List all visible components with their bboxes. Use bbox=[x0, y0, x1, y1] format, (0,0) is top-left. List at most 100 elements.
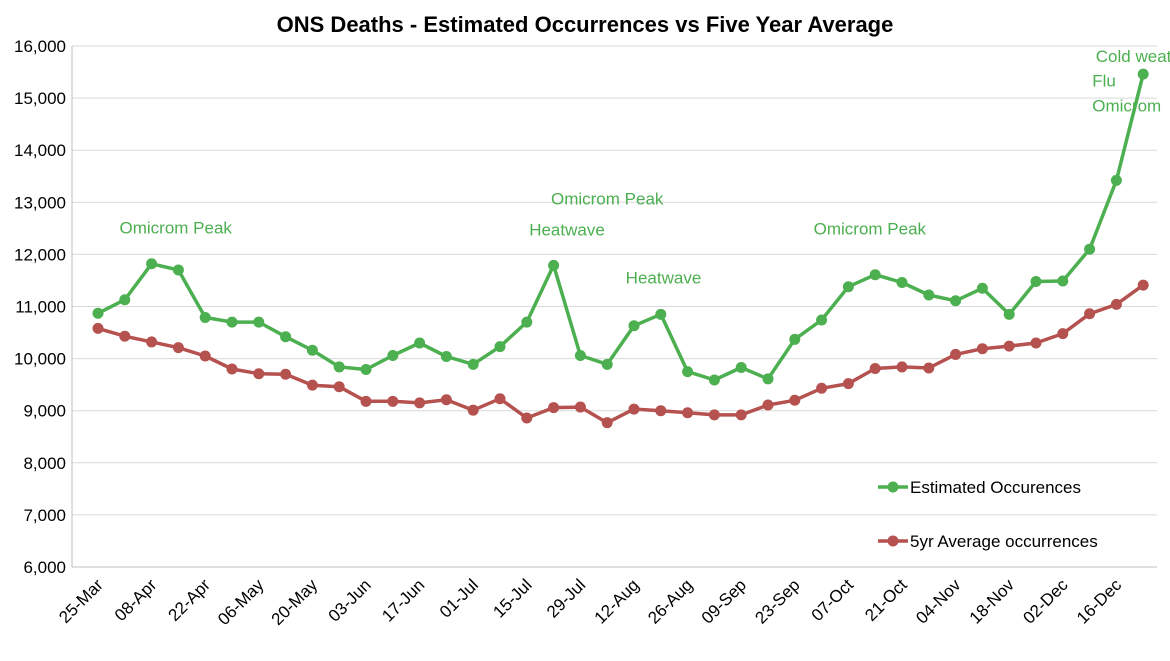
data-point-average bbox=[467, 404, 479, 416]
data-point-average bbox=[976, 343, 988, 355]
annotation-label: Omicrom bbox=[1092, 97, 1161, 116]
data-point-average bbox=[521, 412, 533, 424]
data-point-average bbox=[762, 399, 774, 411]
data-point-estimated bbox=[280, 331, 292, 343]
x-tick-label: 17-Jun bbox=[378, 575, 428, 625]
series-line-average bbox=[97, 283, 1145, 425]
x-tick-label: 15-Jul bbox=[489, 575, 535, 621]
x-tick-label: 07-Oct bbox=[808, 575, 858, 625]
data-point-estimated bbox=[762, 373, 774, 385]
x-tick-label: 29-Jul bbox=[543, 575, 589, 621]
data-point-average bbox=[253, 368, 265, 380]
annotation-label: Flu bbox=[1092, 72, 1116, 91]
annotation-label: Cold weather bbox=[1096, 47, 1170, 66]
data-point-average bbox=[950, 348, 962, 360]
data-point-average bbox=[708, 409, 720, 421]
data-point-estimated bbox=[574, 349, 586, 361]
data-point-estimated bbox=[923, 289, 935, 301]
x-tick-label: 02-Dec bbox=[1019, 575, 1072, 628]
data-point-estimated bbox=[521, 316, 533, 328]
series-line-estimated bbox=[97, 73, 1145, 382]
x-axis-ticks: 25-Mar 08-Apr 22-Apr 06-May 20-May 03-Jun 17-J… bbox=[55, 575, 1125, 629]
data-point-estimated bbox=[253, 316, 265, 328]
data-point-estimated bbox=[842, 281, 854, 293]
data-point-estimated bbox=[655, 308, 667, 320]
y-tick-label: 16,000 bbox=[14, 37, 66, 56]
data-point-estimated bbox=[146, 258, 158, 270]
data-point-average bbox=[494, 393, 506, 405]
y-tick-label: 13,000 bbox=[14, 193, 66, 212]
data-point-average bbox=[306, 379, 318, 391]
legend-entry-average: 5yr Average occurrences bbox=[878, 532, 1098, 551]
legend-entry-estimated: Estimated Occurences bbox=[878, 478, 1081, 497]
data-point-estimated bbox=[601, 358, 613, 370]
x-tick-label: 18-Nov bbox=[966, 575, 1019, 628]
data-point-average bbox=[1057, 328, 1069, 340]
chart-title: ONS Deaths - Estimated Occurrences vs Fi… bbox=[277, 12, 894, 37]
x-tick-label: 08-Apr bbox=[111, 575, 161, 625]
data-point-average bbox=[199, 350, 211, 362]
y-tick-label: 8,000 bbox=[23, 454, 66, 473]
x-tick-label: 09-Sep bbox=[698, 575, 750, 627]
data-point-estimated bbox=[306, 344, 318, 356]
data-point-estimated bbox=[92, 307, 104, 319]
legend-label-average: 5yr Average occurrences bbox=[910, 532, 1098, 551]
annotation-label: Omicrom Peak bbox=[551, 189, 664, 208]
x-tick-label: 26-Aug bbox=[644, 575, 696, 627]
data-point-average bbox=[440, 394, 452, 406]
annotation-label: Omicrom Peak bbox=[814, 220, 927, 239]
x-tick-label: 23-Sep bbox=[751, 575, 803, 627]
data-point-average bbox=[735, 409, 747, 421]
annotation-label: Heatwave bbox=[529, 221, 605, 240]
data-point-average bbox=[280, 368, 292, 380]
y-tick-label: 11,000 bbox=[15, 298, 66, 317]
data-point-estimated bbox=[896, 277, 908, 289]
data-point-average bbox=[1084, 308, 1096, 320]
data-point-average bbox=[548, 402, 560, 414]
series-lines bbox=[92, 68, 1149, 429]
data-point-average bbox=[655, 405, 667, 417]
y-tick-label: 9,000 bbox=[23, 402, 66, 421]
data-point-estimated bbox=[789, 333, 801, 345]
data-point-estimated bbox=[1137, 68, 1149, 80]
x-tick-label: 04-Nov bbox=[912, 575, 965, 628]
gridlines bbox=[71, 45, 1157, 568]
data-point-average bbox=[816, 382, 828, 394]
data-point-average bbox=[842, 378, 854, 390]
data-point-estimated bbox=[735, 361, 747, 373]
data-point-estimated bbox=[628, 320, 640, 332]
data-point-average bbox=[869, 362, 881, 374]
data-point-average bbox=[1137, 279, 1149, 291]
data-point-estimated bbox=[333, 361, 345, 373]
annotation-label: Heatwave bbox=[626, 269, 702, 288]
annotations: Omicrom Peak Omicrom Peak Heatwave Heatwave… bbox=[120, 47, 1170, 287]
y-tick-label: 10,000 bbox=[14, 350, 66, 369]
data-point-estimated bbox=[440, 351, 452, 363]
x-tick-label: 16-Dec bbox=[1073, 575, 1126, 628]
y-tick-label: 7,000 bbox=[23, 506, 66, 525]
data-point-estimated bbox=[1110, 174, 1122, 186]
data-point-estimated bbox=[387, 349, 399, 361]
data-point-estimated bbox=[172, 264, 184, 276]
data-point-average bbox=[146, 336, 158, 348]
data-point-average bbox=[92, 322, 104, 334]
data-point-average bbox=[682, 407, 694, 419]
y-tick-label: 12,000 bbox=[14, 245, 66, 264]
data-point-average bbox=[574, 401, 586, 413]
data-point-estimated bbox=[869, 269, 881, 281]
annotation-label: Omicrom Peak bbox=[120, 219, 233, 238]
data-point-average bbox=[601, 417, 613, 429]
data-point-estimated bbox=[494, 341, 506, 353]
legend-marker-average bbox=[887, 535, 899, 547]
data-point-average bbox=[923, 362, 935, 374]
data-point-average bbox=[896, 361, 908, 373]
x-tick-label: 25-Mar bbox=[55, 575, 107, 627]
x-tick-label: 12-Aug bbox=[591, 575, 643, 627]
x-tick-label: 01-Jul bbox=[436, 575, 482, 621]
data-point-estimated bbox=[119, 294, 131, 306]
data-point-average bbox=[1110, 298, 1122, 310]
x-tick-label: 06-May bbox=[214, 575, 268, 629]
data-point-average bbox=[172, 342, 184, 354]
